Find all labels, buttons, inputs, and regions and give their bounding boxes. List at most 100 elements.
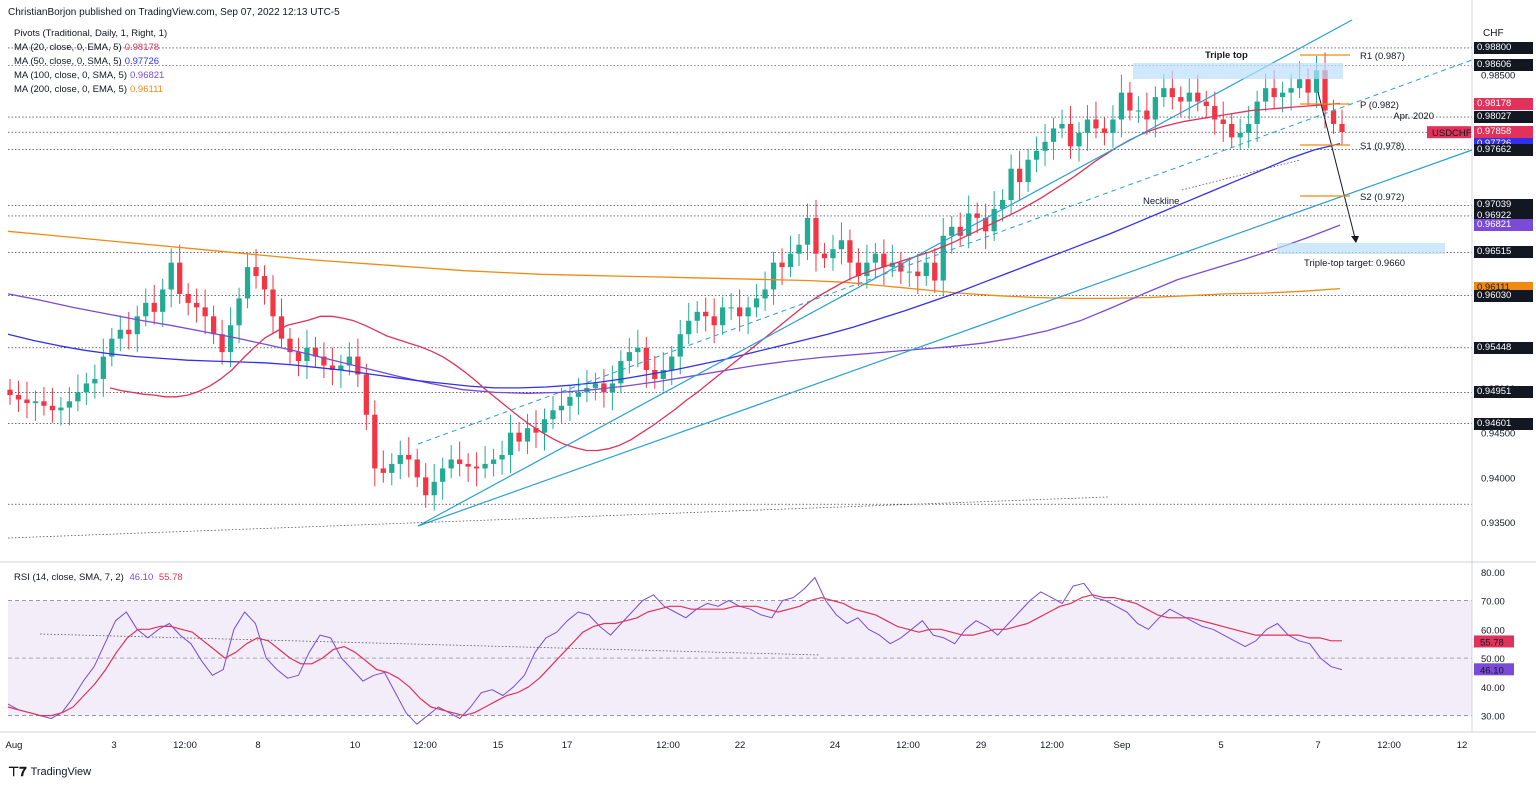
price-level-tag: 0.98606 <box>1474 59 1533 72</box>
candle-body <box>457 459 463 464</box>
rsi-tick-label: 40.00 <box>1481 683 1505 694</box>
candle-body <box>558 405 565 411</box>
candle-body <box>431 481 437 496</box>
candle-body <box>906 271 912 273</box>
candle-body <box>1296 79 1303 89</box>
indicator-legend-item: MA (200, close, 0, EMA, 5) 0.96111 <box>14 84 163 95</box>
candle-body <box>1093 119 1099 129</box>
rsi-value-tag: 55.78 <box>1480 637 1504 648</box>
time-tick-label: 15 <box>493 740 504 751</box>
price-level-tag: 0.98800 <box>1474 41 1533 54</box>
candle-body <box>143 302 149 317</box>
candle-body <box>24 399 30 404</box>
candle-body <box>440 468 446 482</box>
ma20-line <box>109 102 1341 452</box>
candle-body <box>210 316 217 335</box>
candle-body <box>507 432 514 455</box>
candle-body <box>516 432 522 442</box>
candle-body <box>219 334 225 353</box>
candle-body <box>1195 92 1201 102</box>
candle-body <box>694 311 700 321</box>
candle-body <box>338 365 344 370</box>
candle-body <box>626 352 632 362</box>
candle-body <box>397 455 403 464</box>
candle-body <box>1229 123 1235 138</box>
candle-body <box>1246 123 1252 133</box>
candle-body <box>881 253 887 268</box>
candle-body <box>363 374 369 415</box>
candle-body <box>465 463 471 467</box>
candle-body <box>1271 88 1277 98</box>
candle-body <box>643 347 649 370</box>
candle-body <box>1161 88 1167 98</box>
price-level-tag: 0.96515 <box>1474 246 1533 259</box>
candle-body <box>1050 128 1057 142</box>
candle-body <box>1305 79 1311 93</box>
projection-arrowhead-icon <box>1351 236 1359 243</box>
time-tick-label: 29 <box>976 740 987 751</box>
candle-body <box>490 459 497 464</box>
apr-2020-label: Apr. 2020 <box>1393 111 1434 122</box>
rsi-tick-label: 50.00 <box>1481 654 1505 665</box>
indicator-label: Pivots (Traditional, Daily, 1, Right, 1) <box>14 28 168 39</box>
indicator-legend-item: MA (20, close, 0, EMA, 5) 0.98178 <box>14 42 159 53</box>
support-dotted-line <box>7 496 1109 539</box>
candle-body <box>669 356 675 370</box>
tradingview-wordmark: TradingView <box>30 766 92 778</box>
candle-body <box>49 405 56 411</box>
candle-body <box>278 316 285 339</box>
rsi-ma-value: 55.78 <box>158 572 183 583</box>
channel-upper-line <box>417 19 1353 527</box>
candle-body <box>1220 119 1226 124</box>
candle-body <box>762 289 768 299</box>
pivot-level-label: S2 (0.972) <box>1360 192 1404 203</box>
rsi-ma-line <box>7 594 1342 717</box>
price-tick-label: 0.94500 <box>1481 429 1515 440</box>
candle-body <box>380 468 386 473</box>
candle-body <box>533 428 539 433</box>
candle-body <box>847 240 853 263</box>
candle-body <box>1322 70 1328 111</box>
candle-body <box>75 392 81 402</box>
time-tick-label: 12:00 <box>413 740 437 751</box>
time-tick-label: 8 <box>255 740 260 751</box>
symbol-tag-bg <box>1427 126 1471 139</box>
rsi-tick-label: 70.00 <box>1481 597 1505 608</box>
candle-body <box>177 262 183 294</box>
candle-body <box>957 226 963 236</box>
candle-body <box>312 347 319 357</box>
candle-body <box>270 289 276 317</box>
indicator-label: MA (50, close, 0, SMA, 5) <box>14 56 122 67</box>
candle-body <box>770 262 777 290</box>
time-tick-label: 22 <box>735 740 746 751</box>
time-tick-label: 5 <box>1218 740 1223 751</box>
time-tick-label: Sep <box>1114 740 1131 751</box>
candle-body <box>991 208 997 232</box>
candle-body <box>194 302 200 308</box>
candle-body <box>830 249 836 259</box>
time-tick-label: 3 <box>111 740 116 751</box>
candle-body <box>100 356 106 379</box>
candle-body <box>66 401 73 408</box>
candle-body <box>41 401 47 406</box>
candle-body <box>966 213 972 236</box>
indicator-label: MA (100, close, 0, SMA, 5) <box>14 70 127 81</box>
candle-body <box>796 244 802 254</box>
channel-mid-line <box>417 59 1473 445</box>
candle-body <box>940 235 946 281</box>
indicator-legend-item: MA (50, close, 0, SMA, 5) 0.97726 <box>14 56 159 67</box>
candle-body <box>753 298 760 308</box>
candle-body <box>160 289 166 312</box>
candle-body <box>864 262 870 277</box>
publisher-header: ChristianBorjon published on TradingView… <box>8 7 340 18</box>
neckline-dotted-line <box>1181 159 1301 191</box>
candle-body <box>58 407 64 411</box>
triple-top-zone <box>1133 63 1343 79</box>
candle-body <box>932 262 938 281</box>
candle-body <box>677 334 683 357</box>
neckline-label: Neckline <box>1143 196 1179 207</box>
candle-body <box>1016 168 1023 183</box>
price-level-tag: 0.98178 <box>1474 97 1533 110</box>
candle-body <box>1330 110 1337 124</box>
